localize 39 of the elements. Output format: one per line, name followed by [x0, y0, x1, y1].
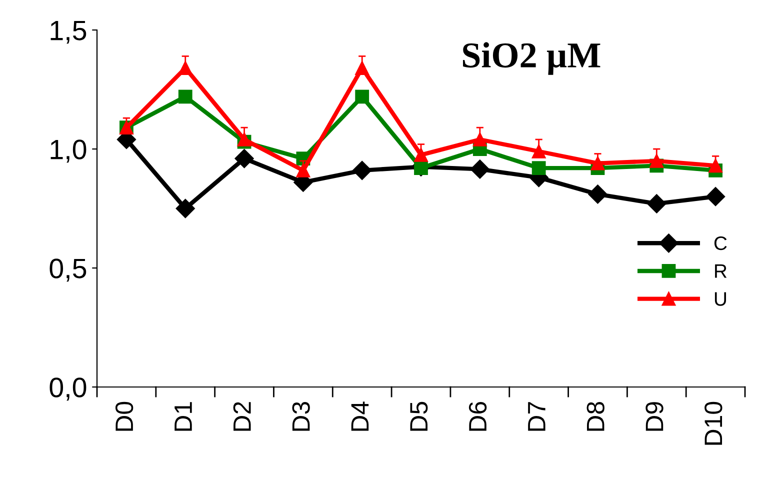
y-tick-label: 1,5 — [50, 20, 86, 44]
y-tick-label: 0,0 — [50, 378, 86, 401]
point — [296, 163, 310, 178]
y-tick-label: 1,0 — [50, 140, 86, 163]
point — [355, 90, 370, 104]
legend-label: C — [714, 236, 727, 250]
point — [355, 61, 370, 76]
x-tick-label: D3 — [292, 402, 310, 431]
x-tick-label: D5 — [410, 402, 428, 431]
chart-title: SiO2 µM — [462, 42, 600, 75]
x-tick-label: D9 — [646, 402, 664, 431]
point — [470, 160, 490, 179]
point — [708, 158, 722, 173]
point — [532, 161, 546, 175]
point — [234, 148, 254, 168]
point — [532, 144, 546, 158]
point — [588, 184, 608, 204]
point — [237, 132, 252, 146]
point — [706, 187, 726, 206]
point — [414, 148, 428, 162]
x-tick-label: D7 — [528, 402, 546, 431]
y-tick-label: 0,5 — [50, 258, 86, 282]
point — [352, 160, 372, 180]
point — [472, 132, 487, 146]
x-tick-label: D6 — [468, 402, 487, 431]
x-tick-label: D4 — [351, 402, 369, 431]
x-tick-label: D0 — [115, 402, 134, 431]
point — [414, 161, 428, 175]
x-tick-label: D1 — [174, 402, 192, 431]
legend-label: U — [714, 292, 726, 306]
x-tick-label: D10 — [704, 402, 722, 445]
x-tick-label: D2 — [233, 402, 251, 431]
legend-label: R — [715, 264, 727, 278]
point — [178, 90, 192, 104]
point — [647, 194, 666, 214]
x-tick-label: D8 — [586, 402, 604, 431]
point — [178, 61, 192, 76]
point — [176, 198, 195, 218]
point — [650, 154, 664, 168]
